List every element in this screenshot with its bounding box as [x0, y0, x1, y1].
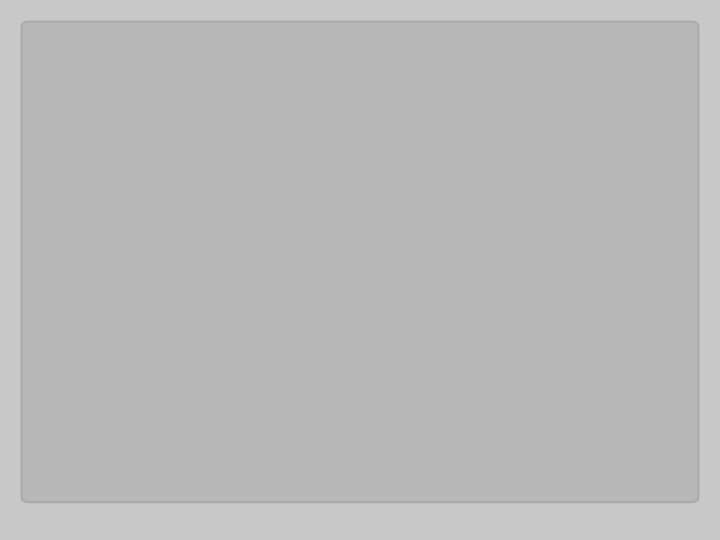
Text: q = square root of 0.00059 =: q = square root of 0.00059 = — [118, 252, 412, 271]
Text: 97.6%: 97.6% — [140, 368, 208, 387]
Text: 0.024 or 2.4%: 0.024 or 2.4% — [456, 252, 608, 271]
Text: Now we know q: Now we know q — [118, 181, 271, 200]
Text: 0.976 or: 0.976 or — [549, 322, 641, 342]
Text: ALLELE FREQUENCY CALCULATIONS: ALLELE FREQUENCY CALCULATIONS — [118, 114, 534, 134]
Text: we can calculate q.: we can calculate q. — [300, 181, 494, 200]
Text: We know that p = 1 – q so… p = 1 – 0.024 =: We know that p = 1 – q so… p = 1 – 0.024… — [118, 322, 561, 342]
Text: 2: 2 — [289, 170, 299, 184]
